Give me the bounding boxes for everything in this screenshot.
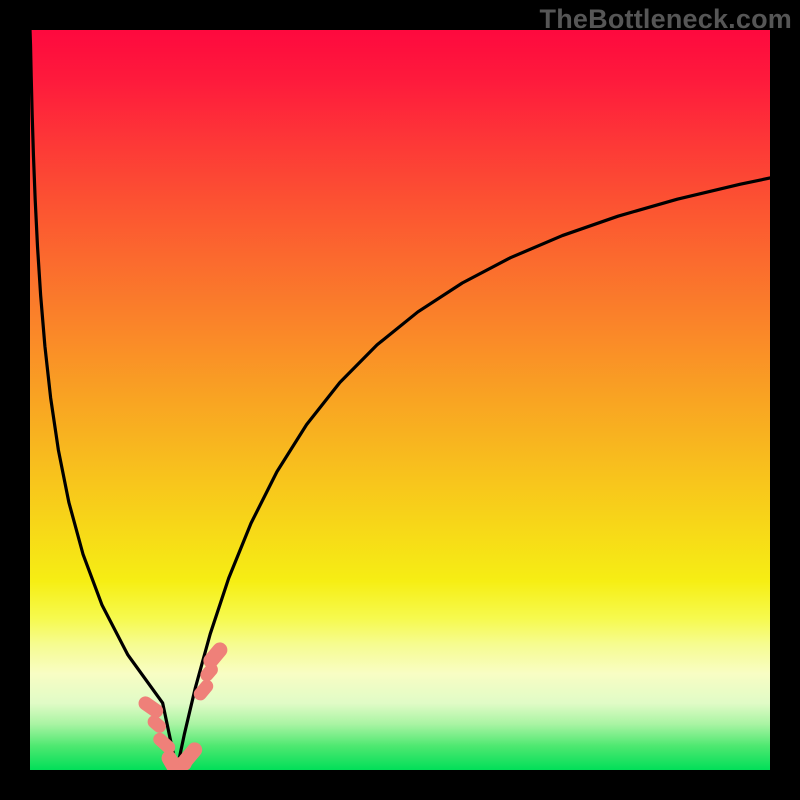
chart-svg [30,30,770,770]
plot-area [30,30,770,770]
gradient-background [30,30,770,770]
watermark-text: TheBottleneck.com [540,4,792,35]
